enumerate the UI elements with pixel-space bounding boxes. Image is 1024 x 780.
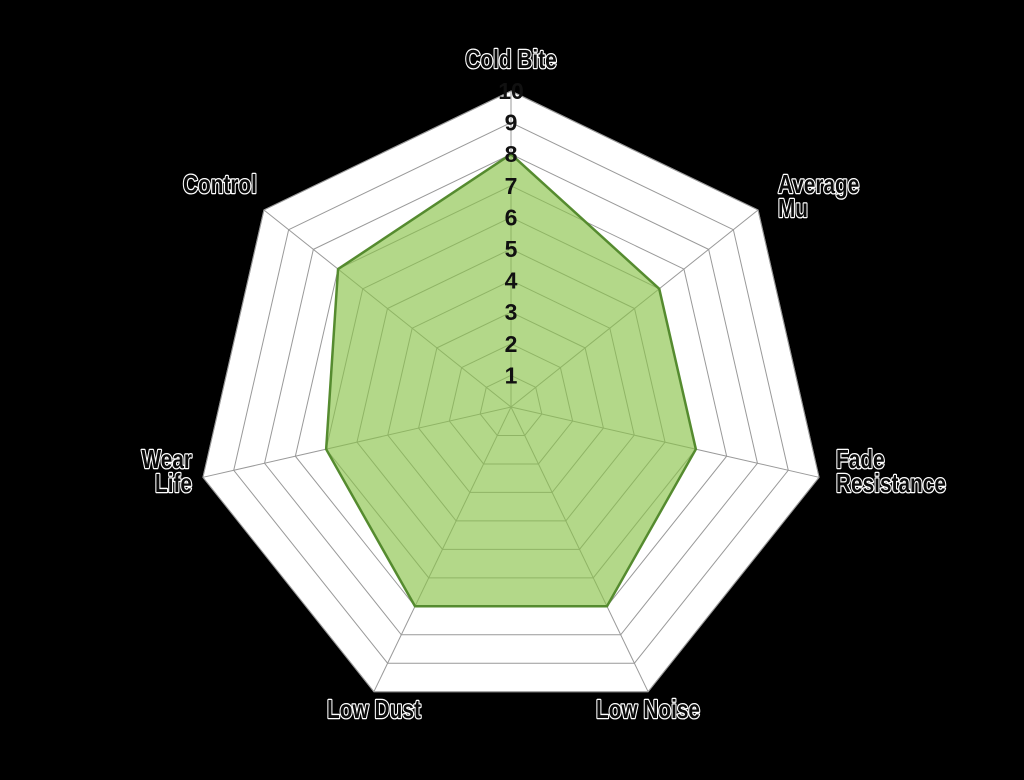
svg-text:Cold Bite: Cold Bite <box>465 44 556 74</box>
svg-text:Mu: Mu <box>778 193 808 223</box>
svg-text:6: 6 <box>505 204 518 230</box>
svg-text:Life: Life <box>155 468 192 498</box>
svg-text:5: 5 <box>505 236 518 262</box>
svg-text:8: 8 <box>505 141 518 167</box>
svg-text:Low Noise: Low Noise <box>596 694 700 724</box>
svg-text:3: 3 <box>505 299 518 325</box>
svg-text:9: 9 <box>505 110 518 136</box>
svg-text:10: 10 <box>498 78 524 104</box>
svg-text:7: 7 <box>505 173 518 199</box>
svg-text:4: 4 <box>505 268 518 294</box>
svg-text:2: 2 <box>505 331 518 357</box>
svg-text:1: 1 <box>505 362 518 388</box>
svg-text:Control: Control <box>183 169 257 199</box>
svg-text:Resistance: Resistance <box>836 468 946 498</box>
svg-text:Low Dust: Low Dust <box>327 694 421 724</box>
